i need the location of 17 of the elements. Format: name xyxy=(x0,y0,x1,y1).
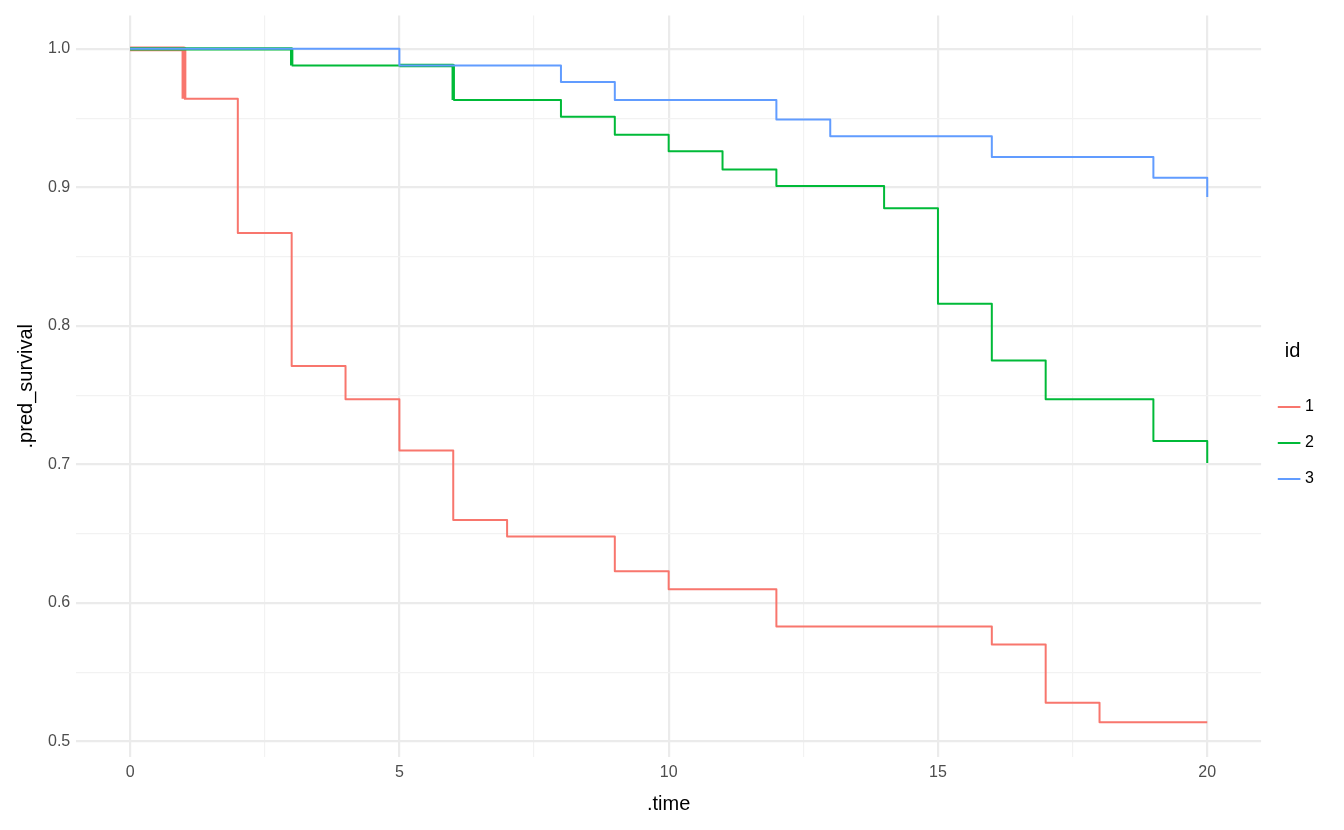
y-tick-label: 0.6 xyxy=(47,593,71,611)
legend-label: 1 xyxy=(1305,397,1315,415)
x-tick-label: 10 xyxy=(659,762,678,780)
y-tick-label: 0.9 xyxy=(47,177,71,195)
x-axis-title: .time xyxy=(647,791,691,814)
y-tick-label: 0.8 xyxy=(47,316,71,334)
x-tick-label: 15 xyxy=(929,762,947,780)
y-tick-label: 0.7 xyxy=(47,454,71,472)
y-tick-label: 0.5 xyxy=(47,731,71,749)
legend-title: id xyxy=(1284,338,1301,361)
x-tick-label: 0 xyxy=(125,762,135,780)
y-axis-title: .pred_survival xyxy=(13,323,37,449)
x-tick-label: 20 xyxy=(1198,762,1217,780)
y-tick-label: 1.0 xyxy=(47,39,71,57)
x-tick-label: 5 xyxy=(394,762,404,780)
legend-label: 3 xyxy=(1305,469,1315,487)
legend-label: 2 xyxy=(1305,433,1315,451)
